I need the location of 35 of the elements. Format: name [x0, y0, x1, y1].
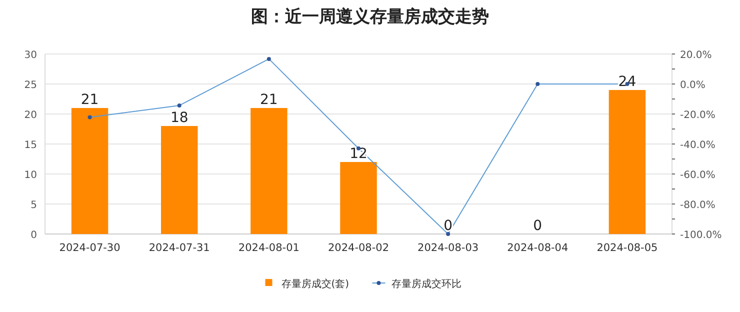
bar: [340, 162, 377, 234]
legend-label: 存量房成交(套): [281, 278, 350, 290]
data-label: 0: [533, 218, 542, 234]
data-label: 0: [444, 218, 453, 234]
data-label: 21: [260, 92, 278, 108]
legend-label: 存量房成交环比: [391, 278, 462, 290]
y2-tick-label: 0.0%: [680, 80, 706, 91]
y-tick-label: 20: [24, 110, 37, 121]
y2-tick-label: -40.0%: [680, 140, 716, 151]
x-tick-label: 2024-08-02: [328, 242, 390, 254]
y2-tick-label: -100.0%: [680, 230, 722, 241]
data-label: 18: [170, 110, 188, 126]
y-tick-label: 10: [24, 170, 37, 181]
data-label: 21: [80, 92, 99, 108]
x-tick-label: 2024-07-31: [148, 242, 210, 254]
y-tick-label: 15: [24, 140, 37, 151]
bar: [160, 126, 198, 234]
bar: [608, 90, 646, 234]
y2-tick-label: -20.0%: [680, 110, 716, 121]
x-tick-label: 2024-07-30: [59, 242, 120, 254]
x-tick-label: 2024-08-03: [418, 242, 479, 254]
y-tick-label: 30: [24, 50, 37, 61]
y2-tick-label: -60.0%: [680, 170, 716, 181]
y2-tick-label: -80.0%: [680, 200, 716, 211]
chart-title: 图：近一周遵义存量房成交走势: [251, 7, 489, 27]
y-tick-label: 0: [30, 230, 37, 241]
data-label: 12: [350, 146, 368, 162]
x-tick-label: 2024-08-04: [507, 242, 568, 254]
bar: [250, 108, 288, 234]
x-tick-label: 2024-08-05: [596, 242, 658, 254]
bar: [71, 108, 108, 234]
y-tick-label: 5: [30, 200, 37, 211]
x-tick-label: 2024-08-01: [238, 242, 300, 254]
y2-tick-label: 20.0%: [680, 50, 712, 61]
y-tick-label: 25: [24, 80, 37, 91]
